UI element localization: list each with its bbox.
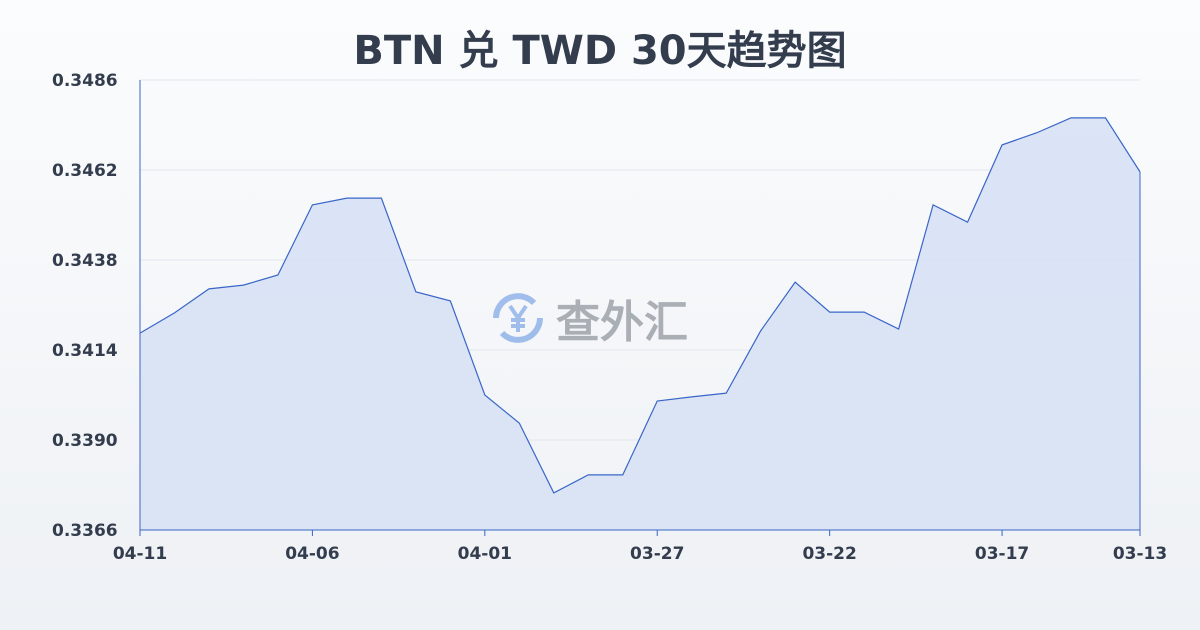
x-tick-label: 03-22 xyxy=(802,544,856,564)
watermark-text: 查外汇 xyxy=(556,297,688,348)
x-tick-label: 03-27 xyxy=(630,544,684,564)
y-tick-label: 0.3366 xyxy=(52,521,118,541)
x-tick-label: 04-11 xyxy=(113,544,167,564)
x-tick-label: 04-01 xyxy=(458,544,512,564)
chart-title: BTN 兑 TWD 30天趋势图 xyxy=(353,28,847,74)
x-tick-label: 03-13 xyxy=(1113,544,1167,564)
y-tick-label: 0.3462 xyxy=(52,161,118,181)
y-tick-label: 0.3414 xyxy=(52,341,118,361)
x-tick-label: 04-06 xyxy=(285,544,339,564)
series-line xyxy=(139,117,1141,494)
y-tick-label: 0.3438 xyxy=(52,251,118,271)
x-tick-label: 03-17 xyxy=(975,544,1029,564)
yen-exchange-icon xyxy=(493,293,543,343)
y-tick-label: 0.3486 xyxy=(52,71,118,91)
area-fill xyxy=(140,117,1140,530)
watermark: 查外汇 xyxy=(488,286,688,350)
y-tick-label: 0.3390 xyxy=(52,431,118,451)
